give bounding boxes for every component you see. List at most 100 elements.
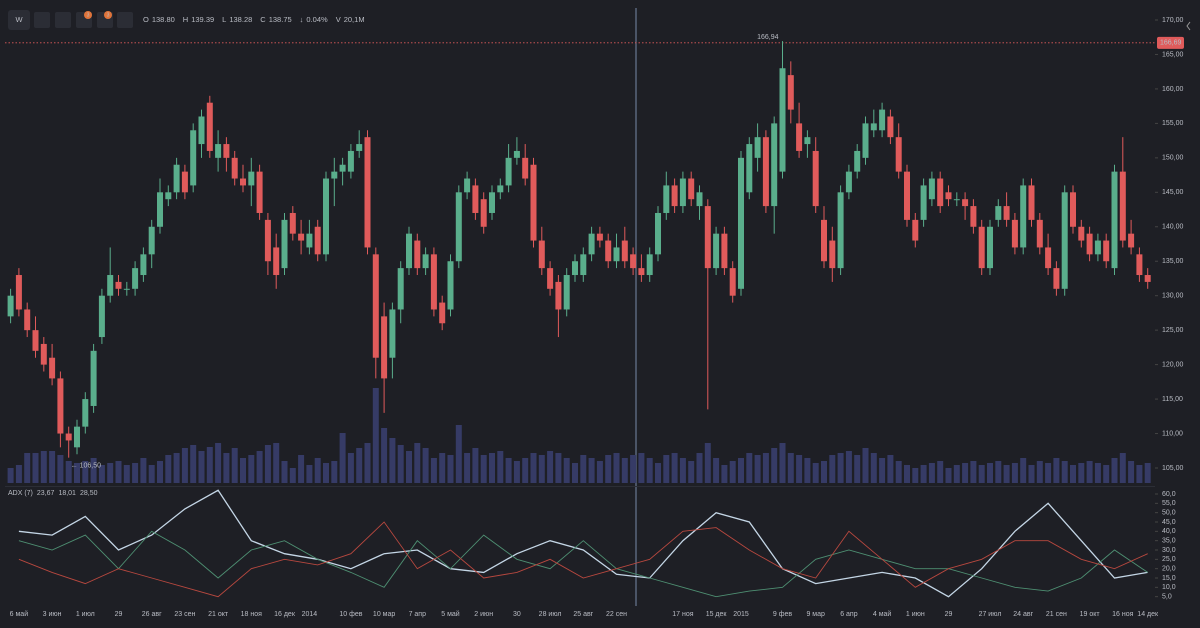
candle-body — [555, 281, 562, 310]
volume-bar — [455, 425, 462, 483]
candle-body — [472, 185, 479, 213]
candle-body — [572, 261, 578, 276]
candle-body — [447, 261, 454, 310]
y-tick-label: 5,0 — [1162, 594, 1172, 601]
volume-bar — [489, 453, 495, 483]
volume-bar — [372, 388, 379, 483]
volume-bar — [123, 465, 130, 483]
collapse-arrow[interactable] — [1186, 21, 1191, 31]
volume-bar — [480, 455, 487, 483]
candle-body — [928, 178, 935, 200]
volume-bar — [613, 453, 620, 483]
x-tick-label: 28 июл — [539, 611, 562, 618]
y-tick-label: 135,00 — [1162, 258, 1184, 265]
volume-bar — [132, 463, 139, 483]
x-tick-label: 14 дек — [1137, 611, 1159, 618]
volume-bar — [563, 458, 570, 483]
volume-bar — [1078, 463, 1085, 483]
volume-bar — [895, 461, 902, 483]
volume-bar — [904, 465, 910, 483]
candle-body — [1078, 226, 1085, 241]
x-tick-label: 17 ноя — [672, 611, 693, 618]
candle-body — [638, 268, 645, 276]
candle-body — [7, 295, 14, 317]
y-tick-label: 35,0 — [1162, 538, 1176, 545]
candle-body — [912, 219, 919, 241]
volume-bar — [605, 455, 612, 483]
y-tick-label: 105,00 — [1162, 465, 1184, 472]
volume-bar — [115, 461, 122, 483]
volume-bar — [995, 461, 1002, 483]
volume-bar — [1011, 463, 1018, 483]
indicator-reading: 23,67 — [37, 490, 55, 497]
volume-bar — [447, 455, 454, 483]
candle-body — [198, 116, 205, 145]
toolbar-icon[interactable] — [34, 12, 50, 28]
candle-body — [787, 75, 794, 110]
volume-bar — [696, 453, 703, 483]
candle-body — [1136, 254, 1143, 276]
toolbar-icon[interactable] — [117, 12, 133, 28]
volume-bar — [679, 458, 686, 483]
y-tick-label: 150,00 — [1162, 155, 1184, 162]
volume-bar — [655, 463, 661, 483]
candle-body — [895, 137, 902, 172]
candle-body — [970, 206, 977, 227]
volume-bar — [671, 453, 678, 483]
volume-bar — [397, 445, 404, 483]
candle-body — [538, 240, 545, 269]
volume-bar — [530, 453, 537, 483]
symbol-button[interactable] — [8, 10, 30, 30]
volume-bar — [862, 448, 869, 483]
y-tick-label: 120,00 — [1162, 361, 1184, 368]
candle-body — [1045, 247, 1052, 269]
candle-body — [1111, 171, 1118, 269]
candle-body — [704, 206, 711, 269]
volume-bar — [306, 465, 313, 483]
candle-body — [729, 268, 736, 296]
candle-body — [1086, 233, 1093, 255]
y-tick-label: 20,0 — [1162, 566, 1176, 573]
volume-bar — [190, 445, 197, 483]
candle-body — [65, 433, 72, 441]
volume-bar — [406, 451, 412, 483]
x-tick-label: 1 июн — [906, 611, 925, 618]
volume-bar — [505, 458, 512, 483]
indicator-line — [18, 530, 1148, 598]
candle-body — [812, 150, 819, 207]
candle-body — [414, 240, 421, 269]
volume-bar — [215, 443, 222, 483]
x-tick-label: 4 май — [873, 610, 892, 618]
y-tick-label: 115,00 — [1162, 396, 1183, 403]
volume-bar — [1045, 463, 1052, 483]
candle-body — [430, 254, 437, 310]
volume-bar — [140, 458, 147, 483]
volume-bar — [821, 461, 827, 483]
volume-bar — [90, 458, 97, 483]
x-tick-label: 16 ноя — [1112, 611, 1133, 618]
ohlc-key: L — [222, 15, 226, 24]
volume-bar — [729, 461, 736, 483]
candle-body — [1128, 233, 1135, 248]
volume-bar — [1061, 461, 1068, 483]
x-tick-label: 23 сен — [174, 611, 195, 618]
candle-body — [953, 199, 960, 201]
volume-bar — [472, 448, 479, 483]
candle-body — [148, 226, 155, 255]
volume-bar — [74, 463, 80, 483]
ohlc-key: C — [260, 15, 266, 24]
ohlc-key: O — [143, 15, 149, 24]
candle-body — [406, 233, 412, 269]
volume-bar — [15, 465, 22, 483]
y-tick-label: 50,0 — [1162, 510, 1176, 517]
toolbar-icon[interactable] — [55, 12, 71, 28]
candle-body — [240, 178, 246, 186]
candle-body — [1070, 192, 1076, 227]
indicator-line — [18, 489, 1148, 598]
x-tick-label: 3 июн — [43, 611, 62, 618]
candle-body — [771, 123, 778, 207]
candle-body — [663, 185, 670, 213]
indicator-reading: 18,01 — [58, 490, 76, 497]
ohlc-value: 20,1M — [344, 15, 365, 24]
candle-body — [140, 254, 147, 276]
